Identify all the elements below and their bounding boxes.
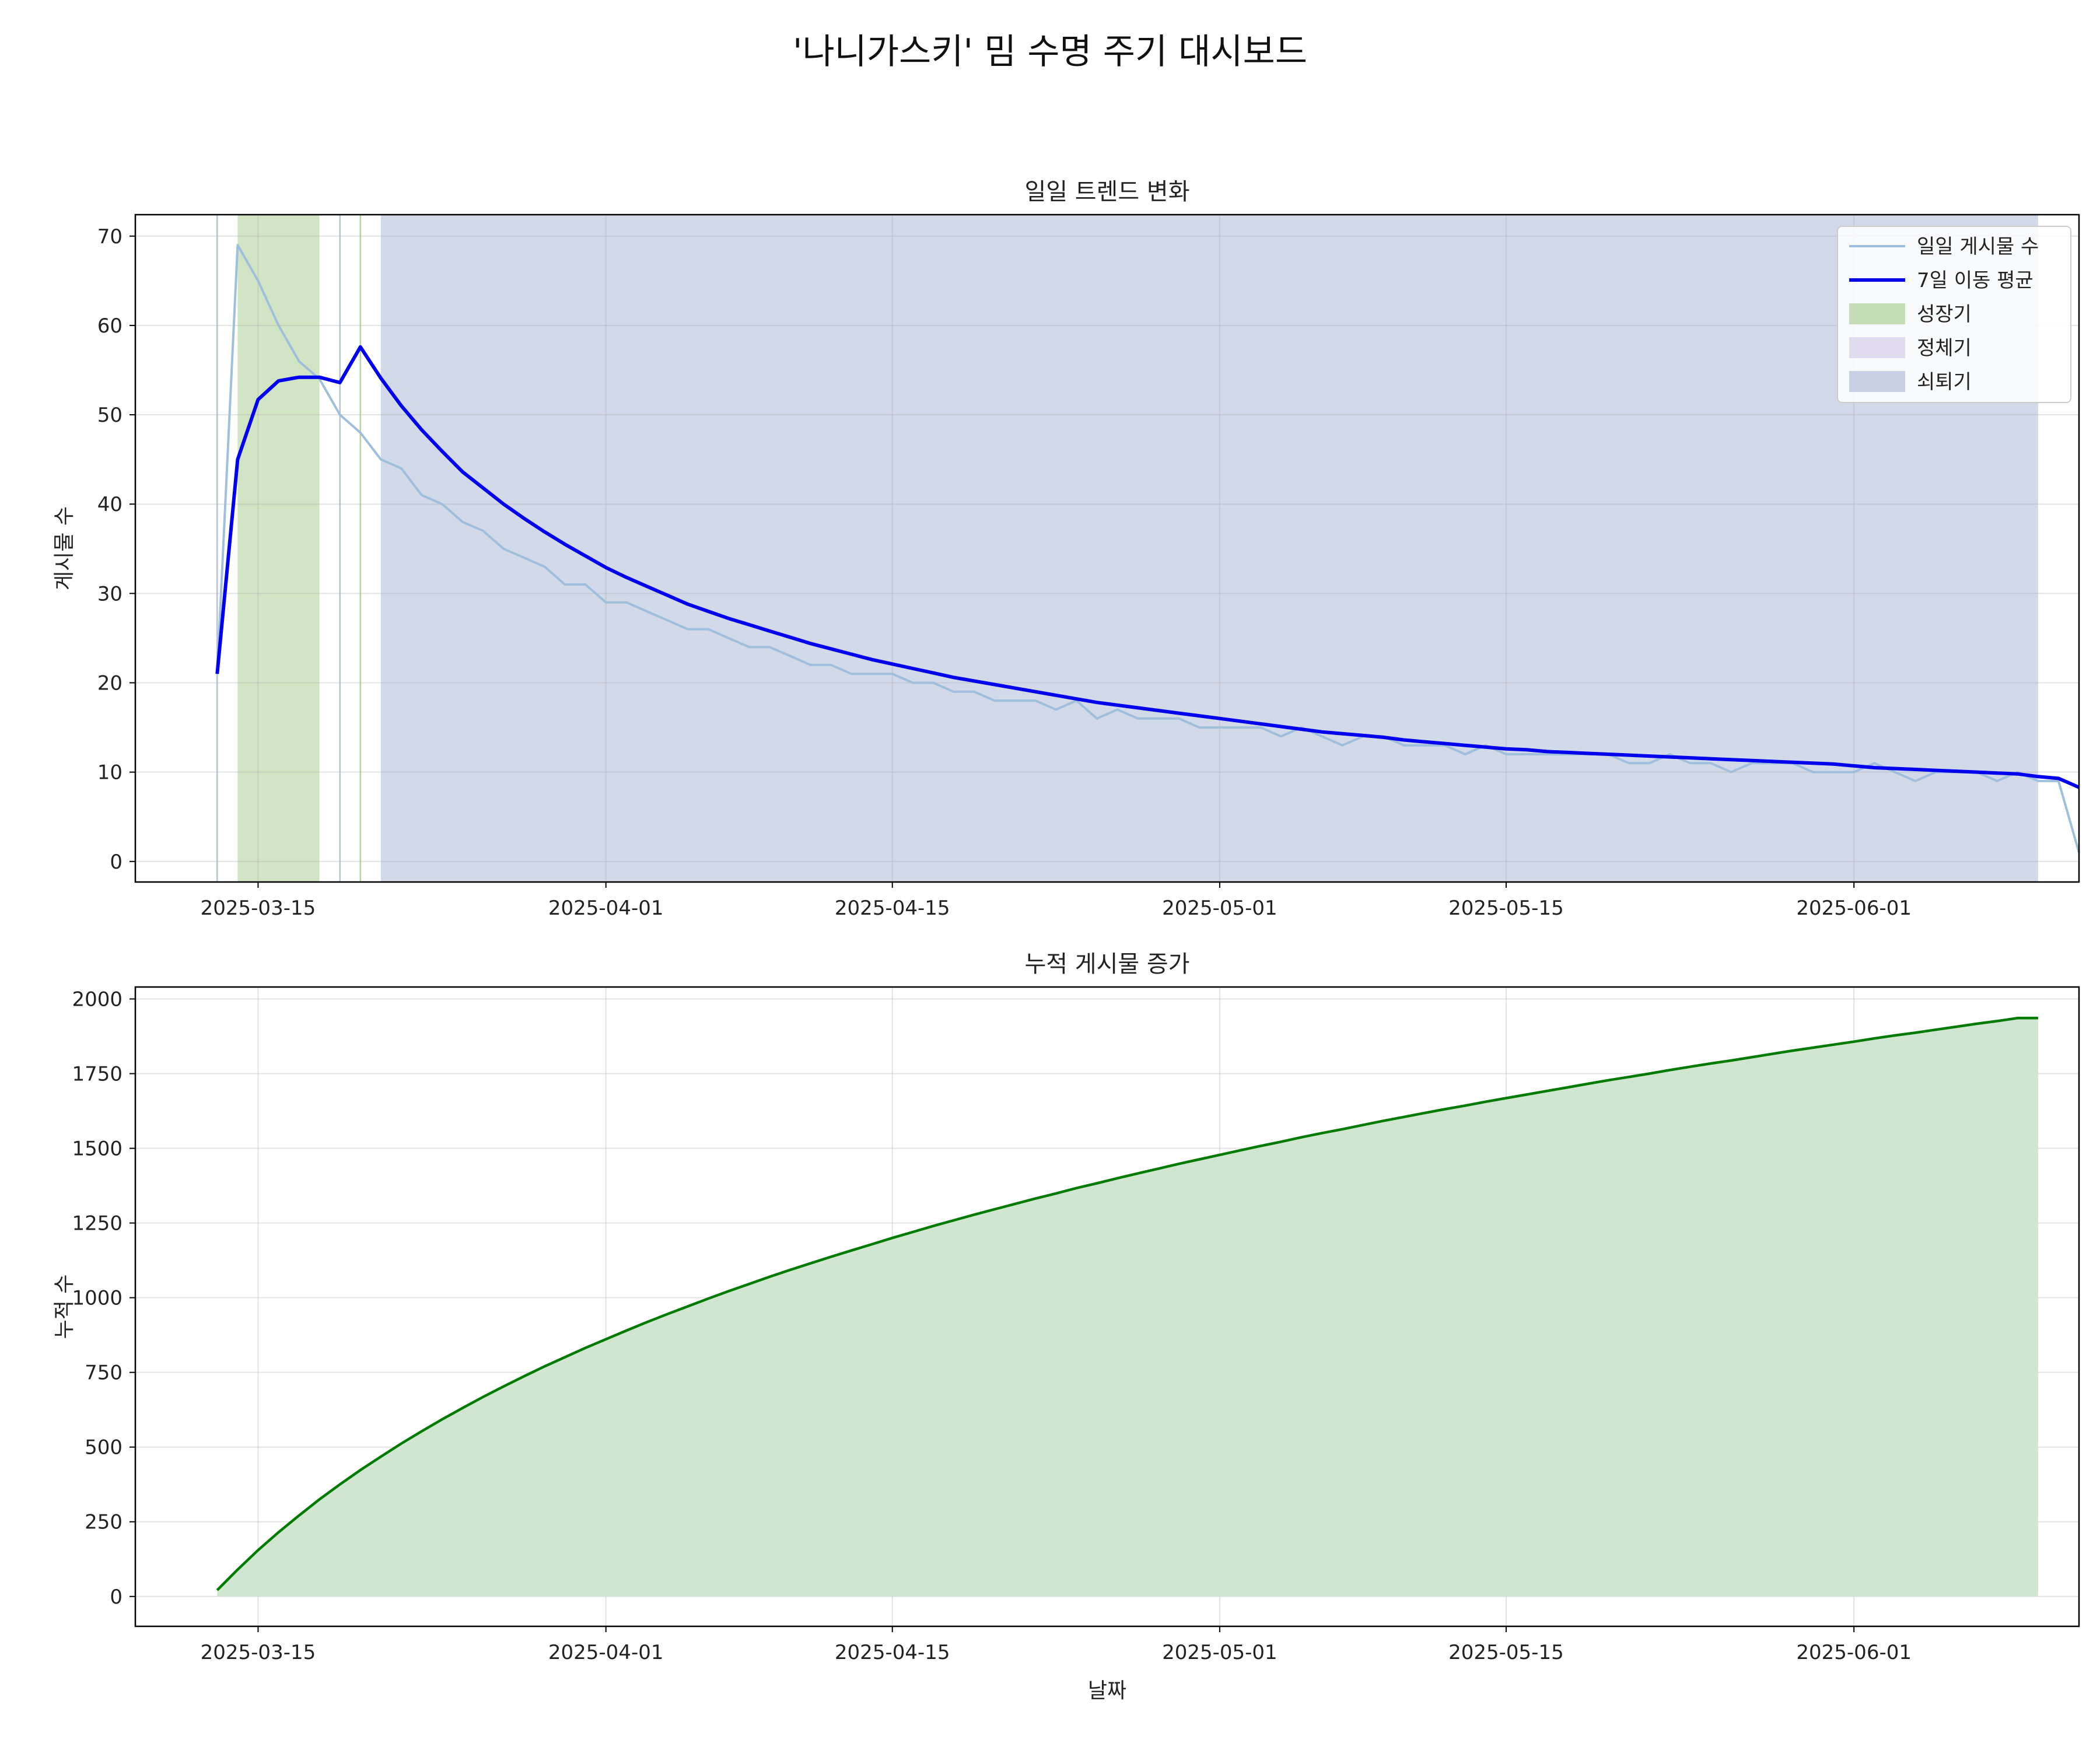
y-tick-label: 1250 bbox=[72, 1212, 123, 1236]
legend-box bbox=[1837, 226, 2071, 403]
y-tick-label: 1750 bbox=[72, 1063, 123, 1086]
y-axis-label: 누적 수 bbox=[52, 1275, 76, 1339]
plot-frame bbox=[134, 214, 2080, 883]
x-axis-label: 날짜 bbox=[1088, 1679, 1126, 1703]
legend-patch-swatch bbox=[1849, 337, 1905, 358]
phase-spans bbox=[216, 215, 2038, 882]
x-tick-label: 2025-05-01 bbox=[1162, 897, 1278, 920]
x-tick-label: 2025-05-01 bbox=[1162, 1641, 1278, 1664]
legend-patch-swatch bbox=[1849, 371, 1905, 392]
chart-title: 누적 게시물 증가 bbox=[1024, 951, 1189, 978]
axes: 0 250 500 750 1000 1250 1500 1750 2000 2025-03-15… bbox=[52, 951, 2080, 1703]
legend-patch-swatch bbox=[1849, 303, 1905, 324]
legend-label: 성장기 bbox=[1917, 303, 1972, 326]
page-title: '나니가스키' 밈 수명 주기 대시보드 bbox=[792, 32, 1308, 72]
phase-span bbox=[237, 215, 320, 882]
x-tick-label: 2025-04-01 bbox=[548, 897, 664, 920]
y-tick-label: 20 bbox=[97, 671, 123, 695]
cumulative-line bbox=[216, 1017, 2038, 1591]
y-tick-label: 60 bbox=[97, 314, 123, 338]
chart-title: 일일 트렌드 변화 bbox=[1024, 178, 1189, 205]
y-axis-label: 게시물 수 bbox=[52, 506, 76, 590]
legend-label: 7일 이동 평균 bbox=[1917, 269, 2034, 292]
x-tick-label: 2025-06-01 bbox=[1796, 897, 1912, 920]
y-tick-label: 10 bbox=[97, 761, 123, 785]
phase-span bbox=[380, 215, 2038, 882]
y-tick-label: 750 bbox=[85, 1362, 123, 1385]
axes: 0 10 20 30 40 50 60 70 2025-03-15 2025-04-01 2025-… bbox=[52, 178, 2080, 920]
y-tick-label: 0 bbox=[110, 850, 123, 874]
legend-label: 일일 게시물 수 bbox=[1917, 235, 2039, 258]
y-tick-label: 50 bbox=[97, 404, 123, 427]
x-tick-label: 2025-03-15 bbox=[201, 1641, 316, 1664]
y-tick-label: 0 bbox=[110, 1586, 123, 1609]
y-tick-label: 500 bbox=[85, 1436, 123, 1460]
cumulative-area bbox=[217, 1018, 2038, 1597]
moving-average-line bbox=[215, 345, 2080, 789]
gridlines bbox=[135, 215, 2079, 882]
daily-trend-chart: 0 10 20 30 40 50 60 70 2025-03-15 2025-04-01 2025-… bbox=[52, 178, 2080, 920]
y-tick-label: 30 bbox=[97, 582, 123, 606]
x-tick-label: 2025-06-01 bbox=[1796, 1641, 1912, 1664]
legend-label: 쇠퇴기 bbox=[1917, 370, 1972, 394]
x-tick-label: 2025-04-01 bbox=[548, 1641, 664, 1664]
x-tick-label: 2025-05-15 bbox=[1448, 897, 1564, 920]
y-tick-label: 1500 bbox=[72, 1138, 123, 1161]
x-tick-label: 2025-03-15 bbox=[201, 897, 316, 920]
legend-label: 정체기 bbox=[1917, 337, 1972, 360]
cumulative-chart: 0 250 500 750 1000 1250 1500 1750 2000 2025-03-15… bbox=[52, 951, 2080, 1703]
x-tick-label: 2025-04-15 bbox=[835, 1641, 950, 1664]
x-tick-label: 2025-05-15 bbox=[1448, 1641, 1564, 1664]
y-tick-label: 1000 bbox=[72, 1287, 123, 1310]
daily-posts-line bbox=[216, 244, 2080, 853]
plot-frame bbox=[134, 986, 2080, 1628]
x-tick-label: 2025-04-15 bbox=[835, 897, 950, 920]
y-tick-label: 2000 bbox=[72, 988, 123, 1011]
y-tick-label: 250 bbox=[85, 1511, 123, 1534]
y-tick-label: 40 bbox=[97, 493, 123, 516]
y-tick-label: 70 bbox=[97, 225, 123, 249]
